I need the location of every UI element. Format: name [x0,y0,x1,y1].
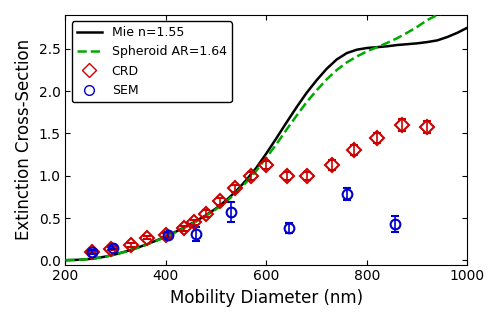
Legend: Mie n=1.55, Spheroid AR=1.64, CRD, SEM: Mie n=1.55, Spheroid AR=1.64, CRD, SEM [72,21,232,102]
Y-axis label: Extinction Cross-Section: Extinction Cross-Section [15,39,33,240]
X-axis label: Mobility Diameter (nm): Mobility Diameter (nm) [170,289,363,307]
